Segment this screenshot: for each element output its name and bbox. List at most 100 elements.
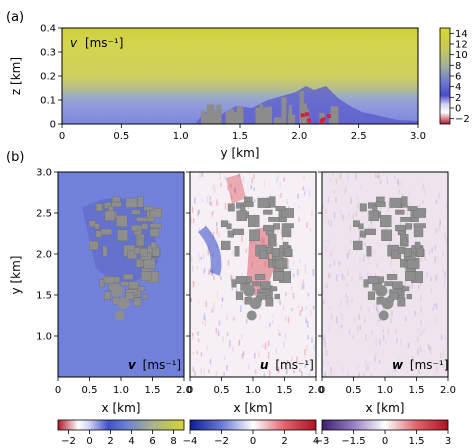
building-footprint [104,210,116,221]
building-footprint [359,230,366,238]
noise-speck [305,307,308,311]
noise-speck [438,224,441,232]
noise-speck [387,371,389,377]
noise-speck [263,180,266,187]
noise-speck [233,188,236,193]
building-footprint [281,208,294,218]
building-footprint [389,292,399,300]
building-footprint [367,291,375,300]
noise-speck [394,367,396,373]
noise-speck [333,260,336,266]
noise-speck [277,228,280,234]
panel-a-building [236,106,244,124]
noise-speck [328,272,331,278]
building-footprint [235,276,248,284]
noise-speck [224,203,227,210]
noise-speck [263,242,265,248]
noise-speck [313,344,315,351]
noise-speck [411,282,413,289]
building-footprint [281,228,292,238]
noise-speck [203,368,205,376]
building-footprint [366,246,372,257]
panel-a-building [206,104,215,124]
noise-speck [358,372,361,377]
noise-speck [226,364,228,371]
noise-speck [257,284,259,292]
noise-speck [220,182,222,187]
building-footprint [389,197,402,208]
noise-speck [303,282,305,290]
noise-speck [370,374,373,377]
noise-speck [205,301,207,307]
noise-speck [376,174,379,178]
noise-speck [408,191,411,199]
noise-speck [435,302,438,310]
noise-speck [324,372,327,377]
building-footprint [274,293,280,300]
building-footprint [401,237,408,247]
noise-speck [445,204,447,208]
panel-b-y-tick-label: 3.0 [36,168,52,179]
noise-speck [190,218,192,225]
noise-speck [328,272,330,279]
panel-b-ylabel: y [km] [9,256,23,295]
noise-speck [356,194,359,202]
noise-speck [412,224,414,228]
noise-speck [304,364,306,368]
noise-speck [210,202,213,206]
noise-speck [292,273,295,278]
noise-speck [212,183,215,188]
noise-speck [203,269,206,274]
noise-speck [414,310,416,316]
noise-speck [209,196,212,200]
panel-a-colorbar-tick-label: 10 [455,50,468,61]
noise-speck [223,356,226,361]
panel-a-x-tick-label: 0.5 [113,131,129,142]
building-footprint [100,228,112,235]
noise-speck [204,316,207,322]
noise-speck [311,337,313,343]
noise-speck [197,331,199,336]
noise-speck [280,192,282,198]
noise-speck [229,340,231,348]
noise-speck [336,316,338,324]
noise-speck [285,368,288,376]
noise-speck [280,227,283,235]
panel-a-building [231,117,239,124]
noise-speck [208,272,210,276]
noise-speck [253,174,255,179]
noise-speck [308,190,311,197]
noise-speck [357,325,359,332]
noise-speck [444,275,446,282]
noise-speck [420,257,423,263]
noise-speck [203,313,206,320]
noise-speck [375,352,377,356]
map-u-red-top [226,174,246,204]
noise-speck [197,209,199,217]
noise-speck [193,197,196,204]
noise-speck [434,245,437,250]
noise-speck [210,270,212,275]
building-footprint [120,281,129,287]
noise-speck [199,173,201,179]
noise-speck [224,175,227,181]
noise-speck [226,315,228,321]
colorbar-v [57,419,185,431]
building-footprint [111,201,122,207]
noise-speck [330,313,333,320]
noise-speck [190,297,192,302]
noise-speck [209,200,211,205]
noise-speck [445,237,448,244]
noise-speck [419,281,422,286]
panel-a-colorbar-tick-label: 14 [455,29,468,40]
noise-speck [291,307,293,311]
noise-speck [203,254,205,259]
noise-speck [297,304,300,308]
building-footprint [368,210,380,221]
noise-speck [268,323,271,327]
panel-b-x-tick-label: 0 [319,385,325,396]
noise-speck [329,307,331,311]
noise-speck [200,368,202,375]
noise-speck [444,271,447,277]
noise-speck [204,223,207,229]
